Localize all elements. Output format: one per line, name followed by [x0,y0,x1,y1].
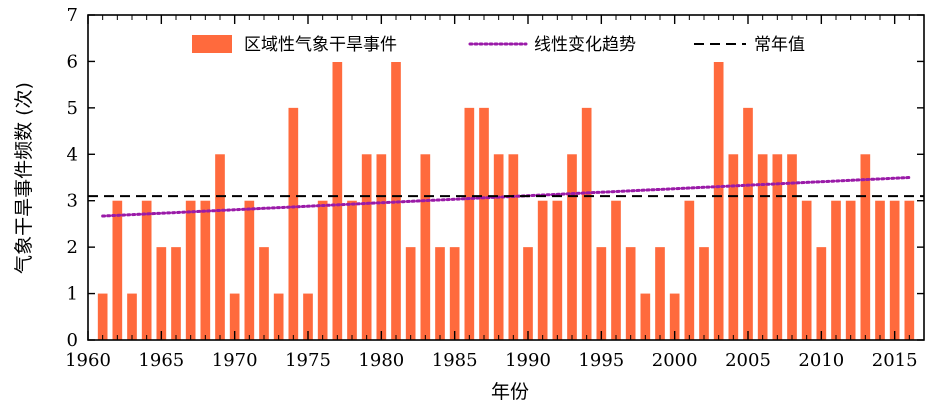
bar-2012 [845,200,856,340]
bar-1978 [347,200,357,340]
x-tick-label-2010: 2010 [798,350,844,371]
y-tick-label-0: 0 [67,330,78,351]
bar-2009 [801,200,812,340]
bar-1989 [508,154,519,340]
y-tick-label-1: 1 [67,284,78,305]
x-tick-label-2005: 2005 [725,350,771,371]
bar-2010 [816,247,827,340]
x-tick-label-2000: 2000 [652,350,698,371]
bar-1996 [611,200,621,340]
bar-2003 [713,61,724,341]
plot-frame [87,14,925,341]
y-axis-title: 气象干旱事件频数 (次) [13,82,35,274]
x-tick-label-1980: 1980 [358,350,404,371]
bar-1972 [259,247,269,340]
bar-1977 [332,61,343,341]
y-tick-label-6: 6 [67,51,78,72]
bar-1994 [581,107,592,340]
bar-1966 [171,247,181,340]
bar-2006 [757,154,768,340]
bar-1984 [435,247,445,340]
bar-1963 [127,293,137,340]
bar-1968 [200,200,211,340]
x-tick-label-1970: 1970 [212,350,258,371]
bar-1975 [303,293,313,340]
legend: 区域性气象干旱事件 线性变化趋势 常年值 [180,28,840,62]
bar-1985 [449,247,460,340]
bar-1997 [625,247,636,340]
x-tick-label-2015: 2015 [872,350,918,371]
legend-label-bars: 区域性气象干旱事件 [244,35,397,55]
bar-1988 [493,154,504,340]
bar-1983 [420,154,431,340]
axes-layer: 0 1 2 3 4 5 6 7 1960 1965 1970 1975 1980 1985 1990 1995… [65,5,925,371]
bar-2008 [787,154,797,340]
bar-1991 [537,200,548,340]
bar-1993 [567,154,577,340]
bar-2011 [831,200,841,340]
x-axis-title: 年份 [491,381,529,403]
bar-1970 [229,293,240,340]
x-tick-label-1995: 1995 [578,350,624,371]
legend-swatch-bars [192,35,232,53]
bar-2002 [699,247,709,340]
y-tick-label-7: 7 [67,5,78,26]
bar-2016 [904,200,915,340]
bar-1995 [596,247,607,340]
bar-2014 [875,200,885,340]
x-tick-label-1965: 1965 [138,350,184,371]
bar-1982 [405,247,416,340]
bar-1987 [479,107,489,340]
bar-2000 [669,293,680,340]
bar-2007 [772,154,783,340]
bar-1974 [288,107,299,340]
bar-1961 [97,293,108,340]
y-tick-label-4: 4 [67,144,78,165]
bar-1980 [376,154,387,340]
bars-layer [97,61,915,341]
bar-1962 [112,200,123,340]
y-tick-label-3: 3 [67,191,78,212]
x-tick-label-1960: 1960 [65,350,111,371]
bar-1965 [156,247,167,340]
bar-2001 [684,200,695,340]
lines-layer [88,176,924,218]
bar-1990 [523,247,533,340]
bar-1967 [185,200,196,340]
y-tick-label-2: 2 [67,237,78,258]
legend-label-trend: 线性变化趋势 [534,35,636,55]
bar-1969 [215,154,225,340]
y-tick-label-5: 5 [67,98,78,119]
bar-1976 [317,200,328,340]
bar-1979 [361,154,372,340]
bar-2013 [860,154,871,340]
x-tick-label-1990: 1990 [505,350,551,371]
bar-1981 [391,61,401,341]
bar-2005 [743,107,753,340]
bar-1971 [244,200,255,340]
x-tick-label-1975: 1975 [285,350,331,371]
bar-1964 [141,200,152,340]
legend-label-normal: 常年值 [754,35,805,55]
bar-1973 [273,293,284,340]
x-tick-label-1985: 1985 [432,350,478,371]
bar-1998 [640,293,651,340]
bar-1986 [464,107,475,340]
bar-1992 [552,200,563,340]
bar-2015 [889,200,900,340]
bar-2004 [728,154,739,340]
bar-1999 [655,247,665,340]
